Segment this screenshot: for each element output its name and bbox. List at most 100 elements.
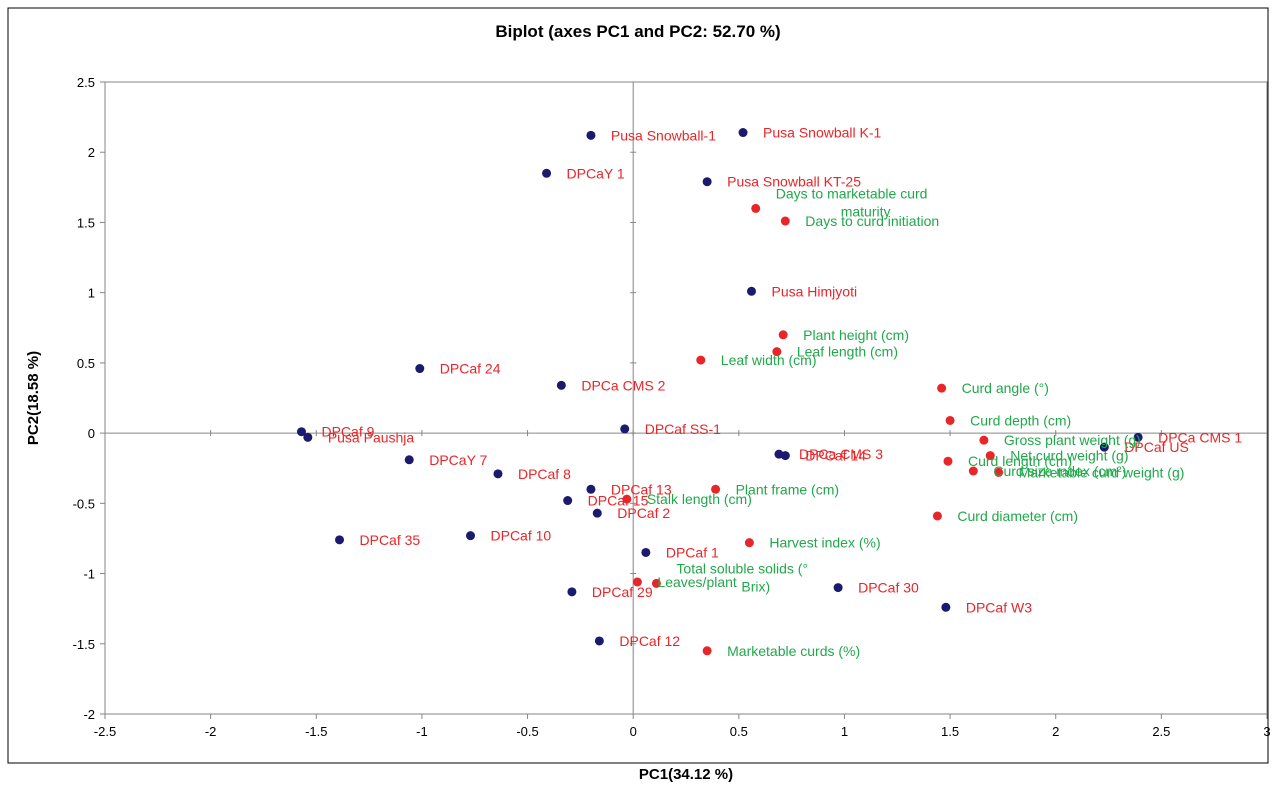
variable-point: [932, 511, 942, 521]
observation-label: DPCaf 24: [440, 361, 501, 377]
observation-point: [780, 451, 790, 461]
observation-label: DPCaf US: [1124, 439, 1189, 455]
y-tick-label: 1.5: [77, 215, 95, 230]
variable-label: Curd length (cm): [968, 453, 1072, 469]
variable-label: Net curd weight (g): [1010, 448, 1128, 464]
variable-label: Days to curd initiation: [805, 213, 939, 229]
variable-point: [632, 577, 642, 587]
observation-label: DPCa CMS 1: [1158, 429, 1242, 445]
observation-label: Pusa Snowball KT-25: [727, 174, 861, 190]
variable-label: Curd size index (cm²): [993, 463, 1126, 479]
observation-label: DPCaf 14: [805, 448, 866, 464]
x-tick-label: 2.5: [1152, 724, 1170, 739]
observation-label: DPCaf W3: [966, 599, 1032, 615]
variable-label: Gross plant weight (g): [1004, 432, 1141, 448]
y-tick-label: 0.5: [77, 356, 95, 371]
variable-point: [696, 355, 706, 365]
variable-label: Leaves/plant: [657, 574, 737, 590]
y-tick-label: -2: [83, 707, 95, 722]
x-tick-label: 0.5: [730, 724, 748, 739]
x-tick-label: 0: [630, 724, 637, 739]
variable-label: Curd depth (cm): [970, 412, 1071, 428]
observation-label: DPCa CMS 2: [581, 377, 665, 393]
observation-label: Pusa Himjyoti: [771, 283, 857, 299]
observation-point: [738, 128, 748, 138]
chart-frame: [7, 7, 1269, 764]
observation-label: DPCaf 8: [518, 466, 571, 482]
observation-point: [833, 583, 843, 593]
observation-label: DPCaf 15: [588, 493, 649, 509]
variable-label: Marketable curds (%): [727, 643, 860, 659]
axes-layer: -2.5 -2 -1.5 -1 -0.5 0 0.5 1 1.5 2 2.5 3 -2 -1.5 -1 -0.…: [73, 75, 1271, 739]
chart-title: Biplot (axes PC1 and PC2: 52.70 %): [495, 22, 780, 41]
y-tick-label: 2.5: [77, 75, 95, 90]
variable-point: [702, 646, 712, 656]
observation-point: [335, 535, 345, 545]
observation-point: [466, 531, 476, 541]
observation-point: [415, 364, 425, 374]
variable-point: [943, 456, 953, 466]
observation-point: [586, 130, 596, 140]
x-tick-label: -1.5: [305, 724, 327, 739]
observation-label: DPCaf 35: [360, 532, 421, 548]
x-tick-label: 2: [1052, 724, 1059, 739]
variable-point: [778, 330, 788, 340]
variable-label: Total soluble solids (° Brix): [676, 560, 808, 594]
y-tick-label: -0.5: [73, 496, 95, 511]
variable-point: [744, 538, 754, 548]
observation-label: DPCaf SS-1: [645, 421, 721, 437]
label-line: Days to marketable curd: [776, 185, 928, 201]
variable-point: [751, 203, 761, 213]
variable-point: [968, 466, 978, 476]
x-tick-label: 3: [1263, 724, 1270, 739]
label-line: Total soluble solids (°: [676, 560, 808, 576]
variable-label: Curd diameter (cm): [957, 508, 1078, 524]
observation-point: [563, 496, 573, 506]
observation-point: [586, 484, 596, 494]
observation-point: [620, 424, 630, 434]
observation-label: DPCaY 7: [429, 452, 487, 468]
variable-point: [651, 578, 661, 588]
x-axis-title: PC1(34.12 %): [639, 766, 733, 783]
plot-area: [104, 81, 1268, 715]
y-axis-title: PC2(18.58 %): [25, 351, 42, 445]
x-tick-label: 1: [841, 724, 848, 739]
variable-label: Days to marketable curd maturity: [776, 185, 928, 219]
y-tick-label: 1: [88, 286, 95, 301]
variable-label: Marketable curd weight (g): [1019, 464, 1185, 480]
observation-point: [641, 547, 651, 557]
observation-label: DPCaf 30: [858, 580, 919, 596]
variable-point: [780, 216, 790, 226]
observation-label: DPCa CMS 3: [799, 446, 883, 462]
variable-point: [711, 484, 721, 494]
observation-label: DPCaf 13: [611, 481, 672, 497]
variable-point: [985, 451, 995, 461]
variable-point: [772, 347, 782, 357]
observation-point: [594, 636, 604, 646]
observation-label: DPCaf 29: [592, 584, 653, 600]
marks-layer: [296, 128, 1143, 656]
x-tick-label: 1.5: [941, 724, 959, 739]
observation-label: Pusa Snowball K-1: [763, 125, 882, 141]
observation-label: Pusa Paushja: [328, 429, 415, 445]
x-tick-label: -1: [416, 724, 428, 739]
observation-label: DPCaf 12: [619, 633, 680, 649]
variable-label: Plant height (cm): [803, 327, 909, 343]
x-tick-label: -2: [205, 724, 217, 739]
observation-point: [296, 427, 306, 437]
observation-point: [702, 177, 712, 187]
label-line: Brix): [741, 578, 770, 594]
x-tick-label: -2.5: [94, 724, 116, 739]
observation-point: [404, 455, 414, 465]
observation-label: DPCaf 9: [321, 424, 374, 440]
observation-point: [746, 286, 756, 296]
y-tick-label: 0: [88, 426, 95, 441]
observation-point: [1133, 432, 1143, 442]
y-tick-label: -1.5: [73, 637, 95, 652]
variable-point: [622, 494, 632, 504]
variable-point: [937, 383, 947, 393]
variable-label: Stalk length (cm): [647, 491, 752, 507]
variable-label: Curd angle (°): [962, 380, 1049, 396]
observation-point: [493, 469, 503, 479]
